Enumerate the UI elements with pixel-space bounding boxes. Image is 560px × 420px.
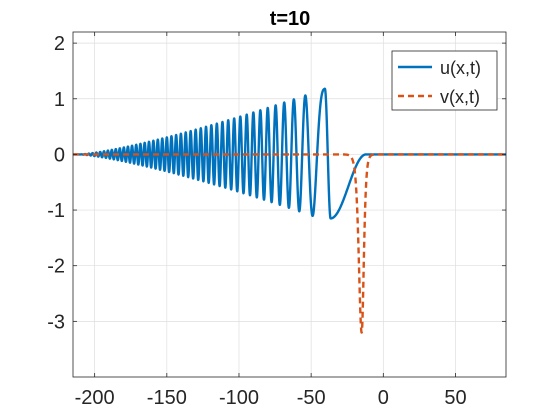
plot-frame <box>72 31 507 378</box>
series-line-v <box>71 153 508 334</box>
tick-labels: -200 -150 -100 -50 0 50 -3 -2 -1 0 1 2 <box>47 33 466 409</box>
y-tick-label: -1 <box>47 200 65 222</box>
series-layer <box>71 87 508 334</box>
x-tick-label: -150 <box>147 387 187 409</box>
x-tick-label: 0 <box>378 387 389 409</box>
y-tick-label: 0 <box>54 144 65 166</box>
y-tick-label: -3 <box>47 311 65 333</box>
y-tick-label: 2 <box>54 33 65 55</box>
x-tick-label: -100 <box>219 387 259 409</box>
y-tick-label: -2 <box>47 256 65 278</box>
legend-label-u: u(x,t) <box>440 58 481 78</box>
chart-title: t=10 <box>270 8 311 30</box>
series-line-u <box>71 87 508 220</box>
x-tick-label: -50 <box>297 387 326 409</box>
legend-box <box>391 50 498 111</box>
legend-label-v: v(x,t) <box>440 87 480 107</box>
legend: u(x,t) v(x,t) <box>391 50 498 111</box>
x-tick-label: -200 <box>75 387 115 409</box>
x-tick-label: 50 <box>444 387 466 409</box>
y-tick-label: 1 <box>54 89 65 111</box>
ticks <box>73 32 506 377</box>
